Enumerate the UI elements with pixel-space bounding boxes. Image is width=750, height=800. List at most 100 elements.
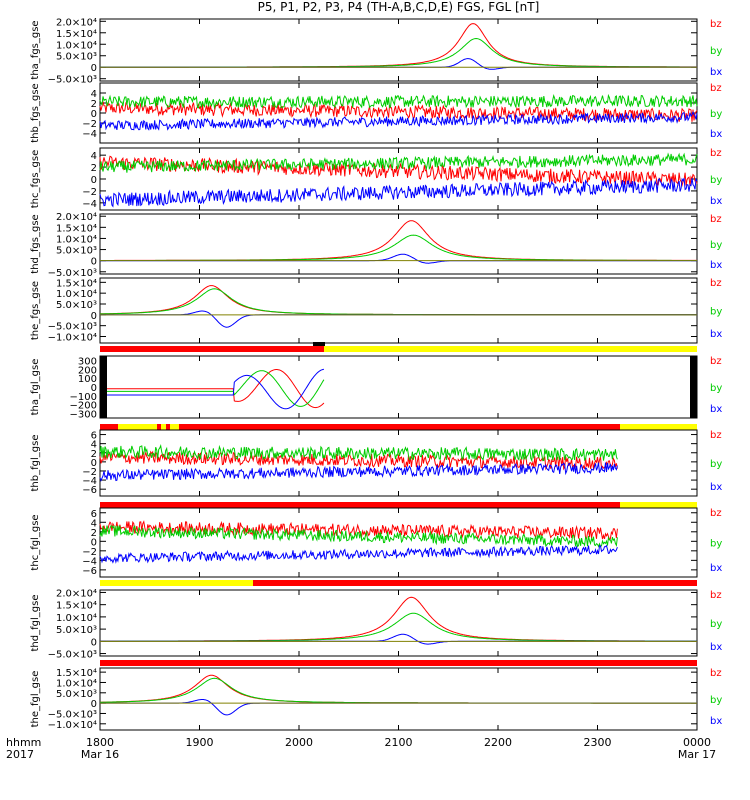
thd_fgl_gse-series-by [100,612,697,642]
thb_fgl_gse-ylabel: thb_fgl_gse [30,435,41,492]
thc_fgl_gse-ytick-label-5: −4 [82,556,97,567]
flag-bar-1-seg-3 [161,424,166,430]
tha_fgs_gse-ytick-label-2: 1.0×10⁴ [56,40,97,51]
thc_fgl_gse-legend-bz: bz [710,508,722,519]
tha_fgl_gse-ytick-label-5: −200 [70,401,97,412]
flag-bar-1-seg-5 [170,424,179,430]
flag-bar-3-seg-1 [253,580,697,586]
flag-bar-3-seg-0 [100,580,253,586]
thb_fgl_gse-legend-bx: bx [710,482,722,493]
tha_fgs_gse-ylabel: tha_fgs_gse [30,20,41,79]
flag-bar-2-seg-1 [620,502,697,508]
the_fgs_gse-ylabel: the_fgs_gse [30,281,41,340]
thc_fgl_gse-series-bz [99,520,618,540]
tha-fgl-left-edge-block [100,356,107,418]
thd_fgs_gse-ytick-label-5: −5.0×10³ [48,268,97,279]
flag-bar-0-seg-1 [324,346,697,352]
tha_fgs_gse-ytick-label-5: −5.0×10³ [48,75,97,86]
the_fgl_gse-legend-by: by [710,695,722,706]
flag-bar-1-seg-2 [157,424,161,430]
time-axis-row-label: hhmm [6,736,41,749]
the_fgl_gse-ytick-label-3: 0 [91,699,97,710]
the_fgs_gse-ytick-label-0: 1.5×10⁴ [56,278,97,289]
flag-bar-2-seg-0 [100,502,620,508]
thc_fgl_gse-legend-bx: bx [710,563,722,574]
thc_fgs_gse-series-bx [99,177,698,208]
time-tick-label-0: 1800 [86,736,114,749]
thd_fgl_gse-ylabel: thd_fgl_gse [30,595,41,652]
flag-bar-4-seg-0 [100,660,697,666]
the_fgl_gse-ytick-label-5: −1.0×10⁴ [48,720,97,731]
thc_fgl_gse-ytick-label-1: 4 [91,518,97,529]
thd_fgs_gse-legend-bx: bx [710,260,722,271]
time-tick-label-4: 2200 [484,736,512,749]
tha_fgl_gse-ytick-label-2: 100 [78,374,97,385]
flag-bar-1-seg-7 [620,424,697,430]
tha_fgs_gse-legend-bx: bx [710,67,722,78]
thd_fgl_gse-ytick-label-4: 0 [91,637,97,648]
time-tick-label-2: 2000 [285,736,313,749]
thd_fgs_gse-ytick-label-1: 1.5×10⁴ [56,223,97,234]
tha_fgl_gse-series-by [100,370,325,407]
thc_fgl_gse-ytick-label-0: 6 [91,509,97,520]
time-axis-end-date: Mar 17 [678,748,716,761]
the_fgl_gse-ytick-label-0: 1.5×10⁴ [56,668,97,679]
thc_fgs_gse-ytick-label-0: 4 [91,151,97,162]
the_fgs_gse-ytick-label-1: 1.0×10⁴ [56,289,97,300]
thc_fgl_gse-ylabel: thc_fgl_gse [30,514,41,570]
thb_fgl_gse-ytick-label-6: −6 [82,485,97,496]
thd_fgs_gse-ytick-label-0: 2.0×10⁴ [56,212,97,223]
time-tick-label-5: 2300 [584,736,612,749]
flag-bar-1-seg-4 [166,424,170,430]
thd_fgl_gse-legend-bx: bx [710,642,722,653]
thb_fgs_gse-ytick-label-1: 2 [91,99,97,110]
tha_fgl_gse-legend-bx: bx [710,404,722,415]
thd_fgl_gse-series-bx [100,633,697,645]
tha_fgl_gse-series-bz [100,369,325,409]
thc_fgl_gse-ytick-label-4: −2 [82,547,97,558]
thc_fgl_gse-legend-by: by [710,539,722,550]
the_fgs_gse-ytick-label-5: −1.0×10⁴ [48,333,97,344]
the_fgl_gse-series-bz [100,674,697,704]
thc_fgl_gse-ytick-label-6: −6 [82,566,97,577]
flag-bar-1-seg-0 [100,424,118,430]
the_fgl_gse-series-bx [100,699,697,716]
thb_fgl_gse-series-bz [99,450,618,471]
thc_fgs_gse-legend-bz: bz [710,148,722,159]
tha_fgl_gse-ylabel: tha_fgl_gse [30,359,41,416]
thb_fgl_gse-ytick-label-4: −2 [82,467,97,478]
thd_fgl_gse-ytick-label-0: 2.0×10⁴ [56,588,97,599]
flag-bar-1-seg-1 [118,424,157,430]
tha_fgl_gse-legend-bz: bz [710,356,722,367]
time-tick-label-6: 0000 [683,736,711,749]
tha_fgs_gse-ytick-label-4: 0 [91,63,97,74]
tha_fgs_gse-series-bz [100,23,697,68]
the_fgs_gse-ytick-label-4: −5.0×10³ [48,322,97,333]
the_fgs_gse-ytick-label-2: 5.0×10³ [56,300,97,311]
thb_fgs_gse-ytick-label-3: −2 [82,119,97,130]
thd_fgl_gse-axes-box [99,589,698,657]
thb_fgs_gse-legend-by: by [710,109,722,120]
thb_fgl_gse-ytick-label-5: −4 [82,476,97,487]
the_fgl_gse-ytick-label-2: 5.0×10³ [56,689,97,700]
thb_fgl_gse-ytick-label-2: 2 [91,449,97,460]
the_fgl_gse-ytick-label-1: 1.0×10⁴ [56,678,97,689]
the_fgs_gse-legend-by: by [710,307,722,318]
tha_fgl_gse-ytick-label-3: 0 [91,383,97,394]
thb_fgl_gse-legend-by: by [710,459,722,470]
thc_fgs_gse-ytick-label-3: −2 [82,187,97,198]
thd_fgs_gse-series-bx [100,253,697,264]
thb_fgl_gse-ytick-label-0: 6 [91,431,97,442]
the_fgl_gse-legend-bz: bz [710,668,722,679]
thb_fgl_gse-series-bx [99,462,618,482]
thd_fgl_gse-legend-bz: bz [710,590,722,601]
thc_fgs_gse-series-by [99,152,698,173]
flag-bar-0-marker-0 [313,342,325,346]
time-tick-label-1: 1900 [186,736,214,749]
thb_fgs_gse-series-bx [99,111,698,131]
the_fgl_gse-axes-box [99,667,698,731]
thb_fgs_gse-ylabel: thb_fgs_gse [30,83,41,142]
the_fgs_gse-series-by [100,288,697,316]
flag-bar-0-seg-0 [100,346,324,352]
